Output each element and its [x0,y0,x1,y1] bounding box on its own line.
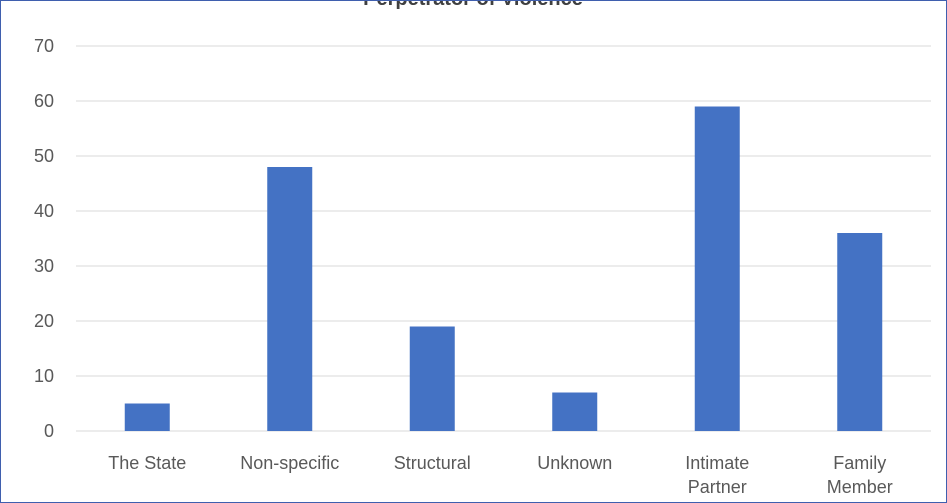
y-tick-label: 10 [34,366,54,386]
bars [125,107,883,432]
chart-title: Perpetrator of Violence [363,1,583,10]
x-category-label: Non-specific [240,453,339,473]
x-category-label: Structural [394,453,471,473]
y-tick-label: 60 [34,91,54,111]
y-axis-ticks: 0 10 20 30 40 50 60 70 [34,36,54,441]
x-category-label: The State [108,453,186,473]
grid-lines [76,46,931,431]
x-axis-categories: The State Non-specific Structural Unknown In… [108,453,893,497]
y-tick-label: 20 [34,311,54,331]
y-tick-label: 30 [34,256,54,276]
y-tick-label: 0 [44,421,54,441]
bar [410,327,455,432]
y-tick-label: 70 [34,36,54,56]
bar [695,107,740,432]
y-tick-label: 40 [34,201,54,221]
bar [125,404,170,432]
x-category-label: Unknown [537,453,612,473]
bar [837,233,882,431]
x-category-label: Family Member [827,453,893,497]
bar [552,393,597,432]
y-tick-label: 50 [34,146,54,166]
bar [267,167,312,431]
x-category-label: Intimate Partner [685,453,749,497]
